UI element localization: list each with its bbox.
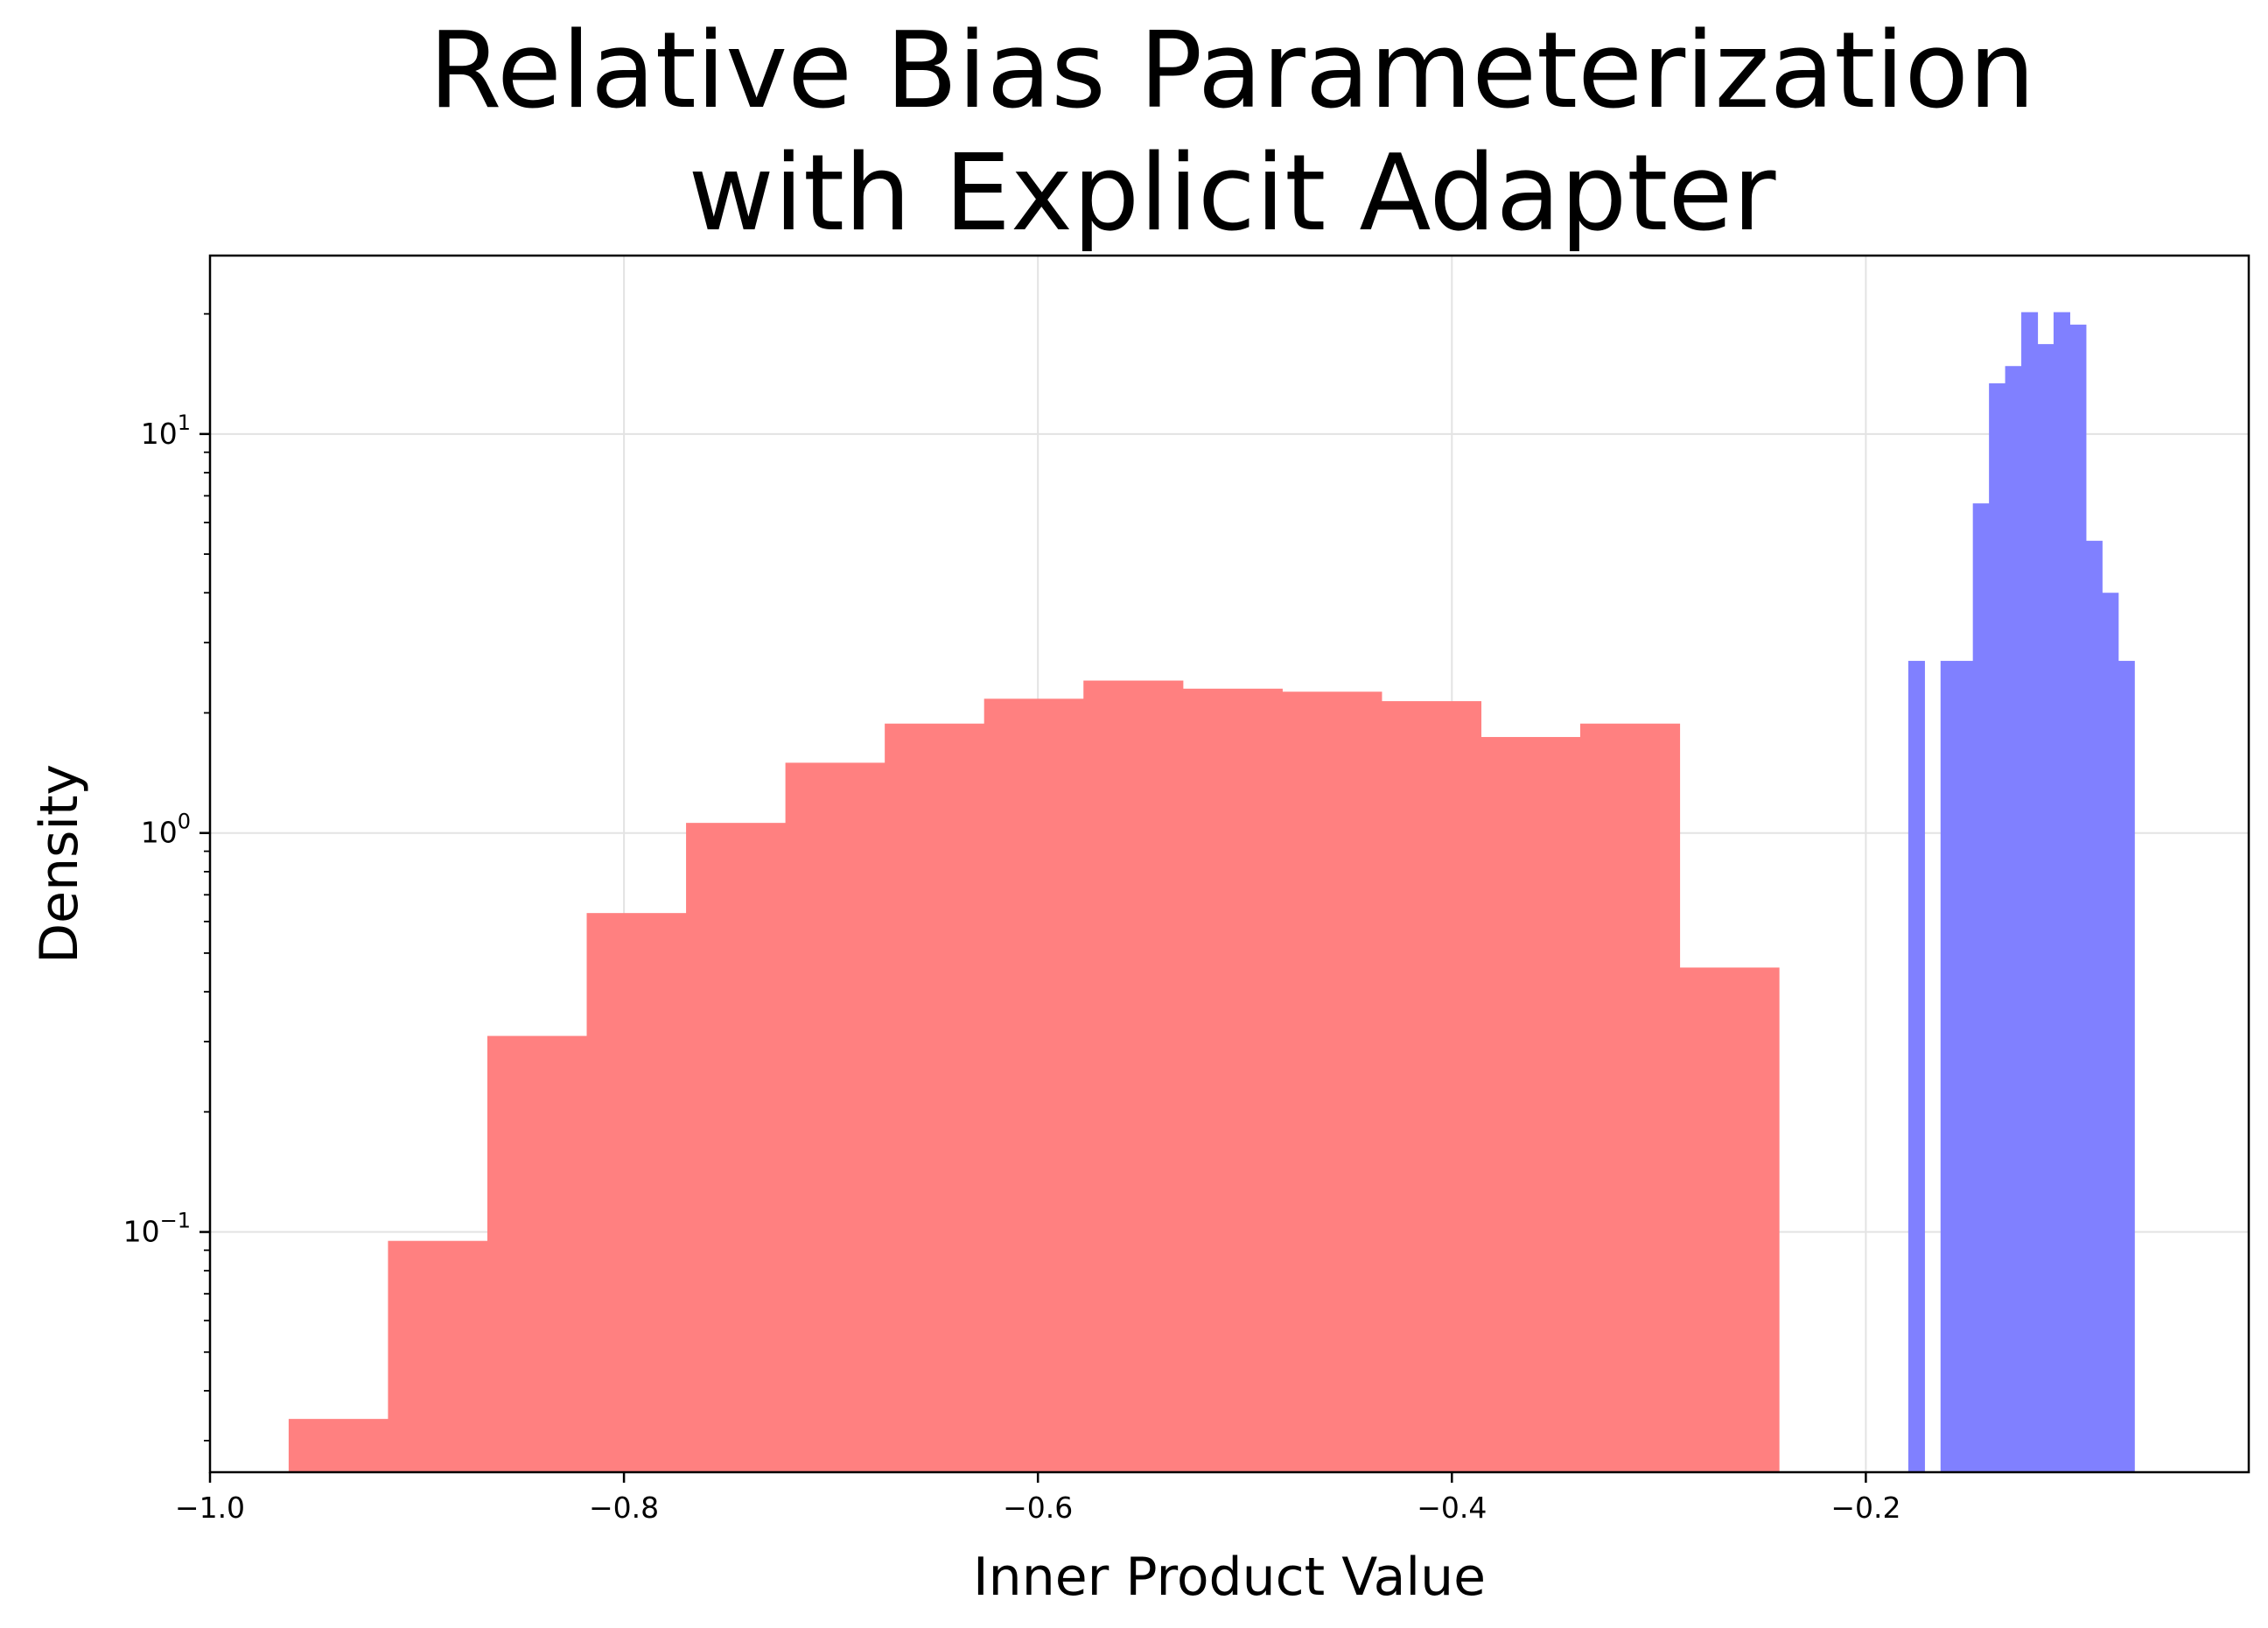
- histogram-bar-series-1: [984, 698, 1084, 1472]
- y-tick-exponent: 0: [178, 810, 191, 834]
- histogram-bar-series-2: [2037, 344, 2054, 1473]
- histogram-bar-series-2: [1940, 661, 1957, 1472]
- x-axis-label: Inner Product Value: [973, 1547, 1486, 1608]
- histogram-bar-series-2: [2085, 540, 2103, 1472]
- histogram-bar-series-2: [2118, 661, 2135, 1472]
- histogram-bar-series-2: [2069, 324, 2087, 1472]
- histogram-bar-series-1: [1282, 691, 1382, 1472]
- x-tick-label: −0.2: [1830, 1491, 1900, 1525]
- y-axis-label: Density: [29, 764, 90, 964]
- y-tick-base: 10: [141, 417, 178, 451]
- histogram-bar-series-2: [2053, 312, 2070, 1473]
- histogram-bar-series-1: [288, 1419, 389, 1472]
- x-tick-label: −0.4: [1417, 1491, 1487, 1525]
- y-tick-base: 10: [123, 1215, 160, 1249]
- histogram-bar-series-2: [2102, 593, 2119, 1472]
- chart-title-line-1: Relative Bias Parameterization: [429, 11, 2035, 132]
- histogram-bar-series-1: [1579, 723, 1681, 1472]
- histogram-bar-series-1: [1480, 737, 1581, 1472]
- histogram-bar-series-1: [686, 823, 787, 1472]
- histogram-bar-series-2: [2005, 366, 2022, 1472]
- plot-frame: [208, 254, 2250, 1474]
- x-tick-label: −0.6: [1003, 1491, 1073, 1525]
- histogram-bar-series-1: [785, 762, 886, 1472]
- histogram-bar-series-2: [2021, 312, 2039, 1473]
- histogram-bar-series-2: [1956, 661, 1974, 1472]
- y-tick-base: 10: [141, 816, 178, 850]
- histogram-bar-series-1: [388, 1240, 488, 1472]
- histogram-bar-series-1: [1679, 967, 1780, 1472]
- y-tick-exponent: 1: [178, 411, 191, 435]
- chart-title-line-2: with Explicit Adapter: [688, 133, 1776, 255]
- y-tick-label: 10−1: [123, 1209, 191, 1249]
- histogram-bar-series-1: [1083, 680, 1184, 1472]
- x-tick-label: −1.0: [175, 1491, 245, 1525]
- histogram-bar-series-2: [1972, 503, 1990, 1472]
- histogram-bar-series-2: [1989, 382, 2006, 1473]
- y-tick-exponent: −1: [160, 1209, 191, 1233]
- x-tick-label: −0.8: [589, 1491, 659, 1525]
- histogram-bar-series-1: [885, 723, 985, 1472]
- y-tick-label: 100: [141, 810, 191, 850]
- histogram-bars: [288, 312, 2135, 1473]
- histogram-bar-series-1: [1381, 701, 1482, 1472]
- histogram-bar-series-1: [586, 913, 687, 1472]
- histogram-bar-series-1: [486, 1035, 588, 1472]
- histogram-bar-series-1: [1182, 688, 1283, 1472]
- y-tick-label: 101: [141, 411, 191, 451]
- histogram-bar-series-2: [1908, 661, 1925, 1472]
